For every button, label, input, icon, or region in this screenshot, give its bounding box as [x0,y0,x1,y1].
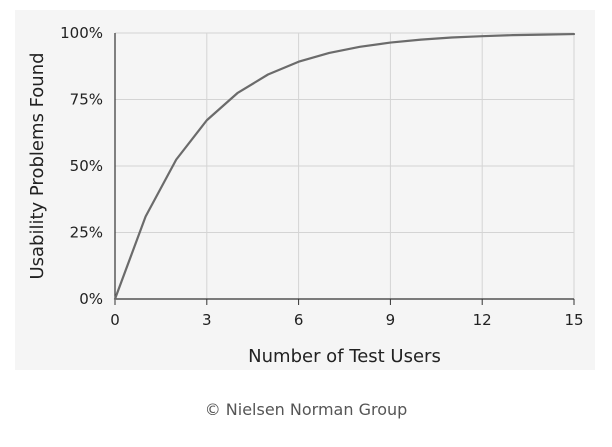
x-tick-label: 15 [564,311,583,329]
y-tick-label: 75% [70,91,103,109]
y-tick-label: 0% [79,290,103,308]
y-tick-label: 50% [70,157,103,175]
series-group [113,32,576,301]
series-line [113,32,576,301]
y-axis-title: Usability Problems Found [27,52,48,279]
x-tick-label: 3 [202,311,212,329]
grid-lines [115,32,575,299]
x-tick-labels: 0 3 6 9 12 15 [110,311,583,329]
line-chart: 0% 25% 50% 75% 100% 0 3 6 9 12 15 Usability Probl… [27,24,584,367]
x-axis-title: Number of Test Users [248,346,441,367]
chart-card: 0% 25% 50% 75% 100% 0 3 6 9 12 15 Usability Probl… [15,10,595,370]
copyright-notice: © Nielsen Norman Group [204,400,408,419]
y-tick-label: 100% [60,24,103,42]
y-tick-label: 25% [70,224,103,242]
axes [114,33,575,305]
x-tick-label: 0 [110,311,120,329]
x-tick-label: 9 [386,311,396,329]
x-tick-label: 12 [473,311,492,329]
y-tick-labels: 0% 25% 50% 75% 100% [60,24,103,308]
x-tick-label: 6 [294,311,304,329]
